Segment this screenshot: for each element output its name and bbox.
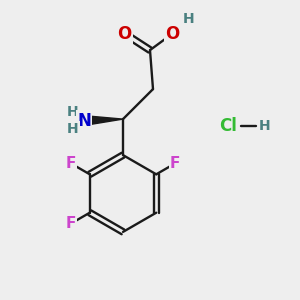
Text: O: O: [165, 25, 180, 43]
Text: H: H: [67, 122, 79, 136]
Text: F: F: [66, 216, 76, 231]
Polygon shape: [82, 116, 123, 126]
Text: H: H: [182, 12, 194, 26]
Text: O: O: [117, 25, 132, 43]
Text: F: F: [170, 156, 180, 171]
Text: N: N: [77, 112, 91, 130]
Text: H: H: [259, 119, 270, 133]
Text: Cl: Cl: [219, 117, 237, 135]
Text: F: F: [66, 156, 76, 171]
Text: H: H: [67, 106, 79, 119]
